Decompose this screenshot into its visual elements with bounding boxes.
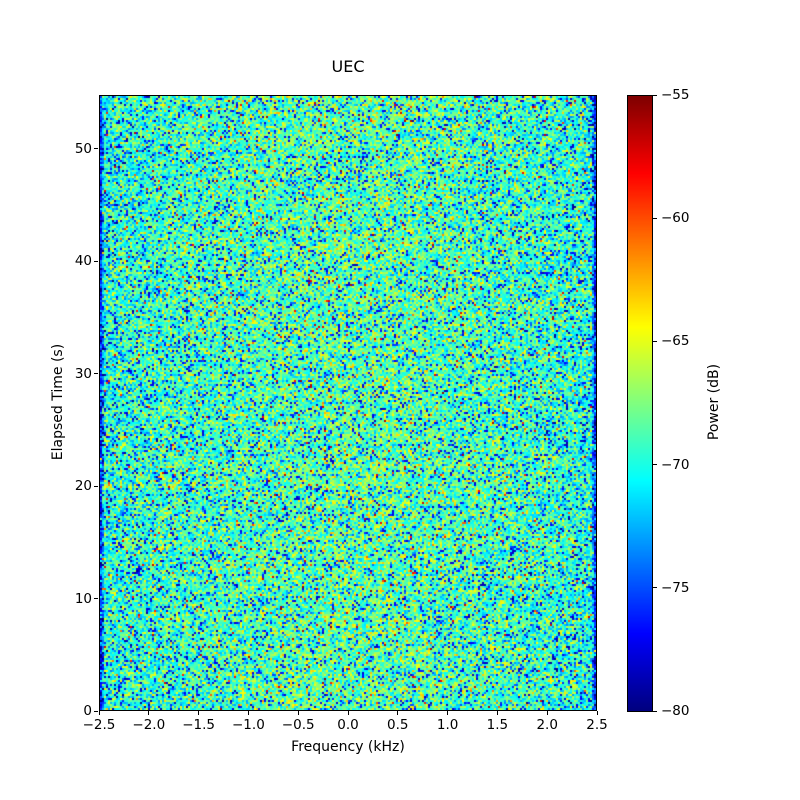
y-tick-mark: [94, 260, 98, 262]
y-tick-label: 10: [74, 590, 92, 607]
x-axis-label: Frequency (kHz): [291, 739, 405, 755]
colorbar-tick-mark: [653, 464, 657, 466]
colorbar-tick-label: −60: [661, 210, 690, 227]
x-tick-label: −2.5: [82, 717, 116, 733]
y-tick-label: 0: [83, 703, 92, 719]
y-tick-label: 40: [74, 253, 92, 270]
y-tick-label: 30: [74, 365, 92, 382]
x-tick-mark: [98, 711, 100, 715]
colorbar-label: Power (dB): [706, 363, 722, 441]
x-tick-label: 0.0: [337, 717, 359, 733]
x-tick-label: 0.5: [387, 717, 409, 733]
x-tick-label: −1.5: [182, 717, 215, 733]
y-tick-mark: [94, 710, 98, 712]
x-tick-label: −0.5: [281, 717, 315, 733]
x-tick-mark: [496, 711, 498, 715]
x-tick-mark: [297, 711, 299, 715]
colorbar-canvas: [628, 96, 652, 711]
colorbar: [627, 95, 653, 712]
x-tick-label: −2.0: [132, 717, 166, 733]
colorbar-tick-label: −65: [661, 333, 690, 350]
colorbar-tick-mark: [653, 710, 657, 712]
y-tick-mark: [94, 598, 98, 600]
spectrogram-plot: [99, 95, 597, 711]
y-tick-label: 20: [74, 478, 92, 495]
x-tick-label: 1.5: [486, 717, 509, 733]
x-tick-label: 2.5: [586, 717, 608, 733]
x-tick-mark: [347, 711, 349, 715]
colorbar-tick-label: −55: [661, 87, 690, 103]
y-tick-mark: [94, 485, 98, 487]
colorbar-tick-mark: [653, 217, 657, 219]
x-tick-label: 2.0: [536, 717, 558, 733]
x-tick-label: −1.0: [232, 717, 265, 733]
y-tick-mark: [94, 148, 98, 150]
x-tick-mark: [148, 711, 150, 715]
x-tick-mark: [247, 711, 249, 715]
x-tick-mark: [596, 711, 598, 715]
colorbar-tick-label: −75: [661, 579, 690, 596]
x-tick-mark: [397, 711, 399, 715]
colorbar-tick-mark: [653, 587, 657, 589]
spectrogram-canvas: [100, 96, 596, 710]
y-axis-label: Elapsed Time (s): [50, 343, 66, 461]
colorbar-tick-label: −70: [661, 456, 690, 473]
x-tick-mark: [198, 711, 200, 715]
colorbar-tick-label: −80: [661, 703, 690, 719]
x-tick-mark: [546, 711, 548, 715]
x-tick-mark: [447, 711, 449, 715]
y-tick-mark: [94, 373, 98, 375]
y-tick-label: 50: [74, 140, 92, 157]
x-tick-label: 1.0: [436, 717, 459, 733]
colorbar-tick-mark: [653, 340, 657, 342]
colorbar-tick-mark: [653, 94, 657, 96]
chart-title-line-1: UEC: [331, 57, 365, 76]
